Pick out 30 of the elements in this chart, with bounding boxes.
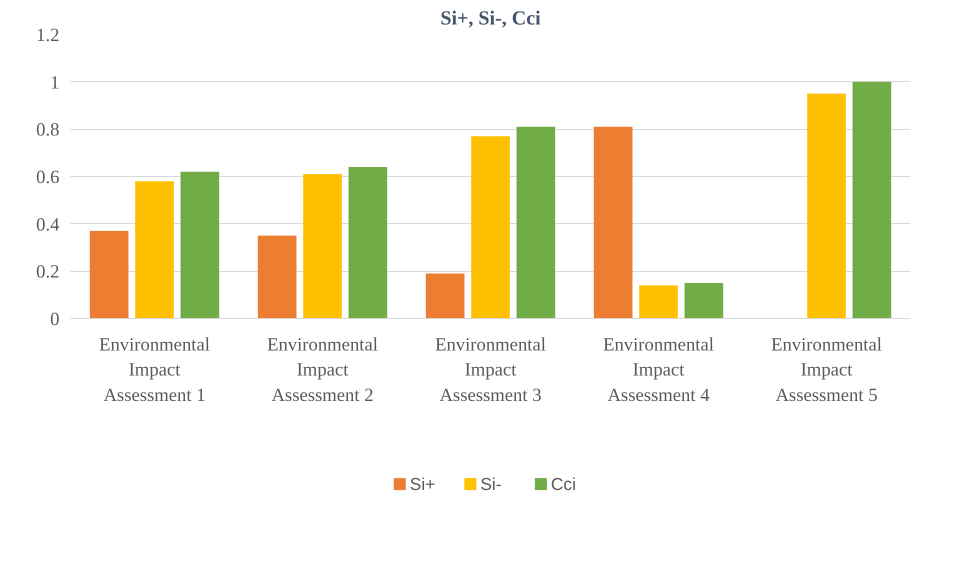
x-tick-label: Environmental Impact Assessment 2	[267, 334, 378, 406]
bar	[258, 236, 296, 318]
bar	[426, 274, 464, 318]
x-tick-label: Environmental Impact Assessment 5	[771, 334, 882, 406]
chart-title: Si+, Si-, Cci	[440, 8, 542, 30]
x-tick-label: Environmental Impact Assessment 3	[435, 334, 546, 406]
bar	[594, 126, 632, 318]
bar	[516, 126, 556, 318]
bar	[807, 94, 846, 318]
bar	[180, 172, 220, 318]
y-tick-label: 0.6	[36, 167, 60, 188]
bar	[135, 181, 174, 318]
legend-label: Si+	[410, 474, 436, 494]
bar	[684, 283, 724, 318]
y-tick-label: 0.8	[36, 120, 60, 141]
legend-label: Cci	[550, 474, 576, 494]
legend-label: Si-	[480, 474, 502, 494]
y-tick-label: 0	[50, 309, 60, 330]
bar	[639, 285, 678, 318]
bar	[90, 230, 128, 318]
y-tick-label: 1	[50, 72, 60, 94]
bar	[471, 136, 510, 318]
bar	[303, 174, 342, 318]
bar	[852, 82, 892, 318]
y-tick-label: 0.2	[36, 262, 60, 283]
x-tick-label: Environmental Impact Assessment 1	[99, 334, 210, 406]
bar	[348, 167, 388, 318]
y-tick-label: 1.2	[36, 25, 60, 46]
y-tick-label: 0.4	[36, 214, 60, 236]
x-tick-label: Environmental Impact Assessment 4	[603, 334, 714, 406]
